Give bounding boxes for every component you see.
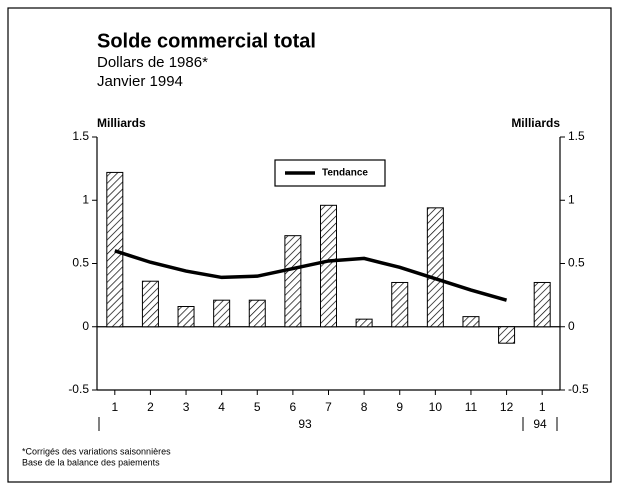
x-tick-label: 11 <box>465 400 478 414</box>
x-tick-label: 3 <box>183 400 190 414</box>
x-tick-label: 2 <box>147 400 154 414</box>
frame <box>7 7 612 483</box>
y2-tick-label: 0.5 <box>568 256 585 270</box>
bar <box>533 281 551 328</box>
x-tick-label: 7 <box>325 400 332 414</box>
y-tick-label: 1.5 <box>72 129 89 143</box>
x-tick-label: 5 <box>254 400 261 414</box>
x-tick-label: 12 <box>500 400 514 414</box>
y-tick-label: 1 <box>82 192 89 206</box>
bar <box>284 235 302 328</box>
y-tick-label: 0 <box>82 319 89 333</box>
bar <box>391 281 409 328</box>
chart-subtitle: Dollars de 1986* <box>97 54 208 71</box>
y2-tick-label: 1.5 <box>568 129 585 143</box>
bar <box>213 299 231 328</box>
x-tick-label: 1 <box>111 400 118 414</box>
x-tick-label: 6 <box>290 400 297 414</box>
x-tick-label: 8 <box>361 400 368 414</box>
bar <box>141 280 159 328</box>
chart-title: Solde commercial total <box>97 30 316 52</box>
bar <box>426 207 444 328</box>
bar <box>355 318 373 328</box>
bar <box>320 204 337 328</box>
footnote: Base de la balance des paiements <box>22 457 160 467</box>
year-label: 93 <box>298 417 312 431</box>
x-tick-label: 4 <box>218 400 225 414</box>
trend-line <box>114 249 508 302</box>
bar <box>462 316 480 328</box>
y-tick-label: -0.5 <box>68 382 89 396</box>
chart-date: Janvier 1994 <box>97 73 183 90</box>
y2-axis-label: Milliards <box>511 116 560 130</box>
x-tick-label: 1 <box>539 400 546 414</box>
bar <box>177 306 195 328</box>
year-label: 94 <box>533 417 547 431</box>
y-tick-label: 0.5 <box>72 256 89 270</box>
y-axis-label: Milliards <box>97 116 146 130</box>
legend-label: Tendance <box>322 168 368 179</box>
y2-tick-label: -0.5 <box>568 382 589 396</box>
y2-tick-label: 1 <box>568 192 575 206</box>
bar <box>498 326 516 344</box>
x-tick-label: 10 <box>429 400 443 414</box>
y2-tick-label: 0 <box>568 319 575 333</box>
x-tick-label: 9 <box>396 400 403 414</box>
footnote: *Corrigés des variations saisonnières <box>22 446 171 456</box>
bar <box>248 299 266 328</box>
bar <box>106 171 124 328</box>
